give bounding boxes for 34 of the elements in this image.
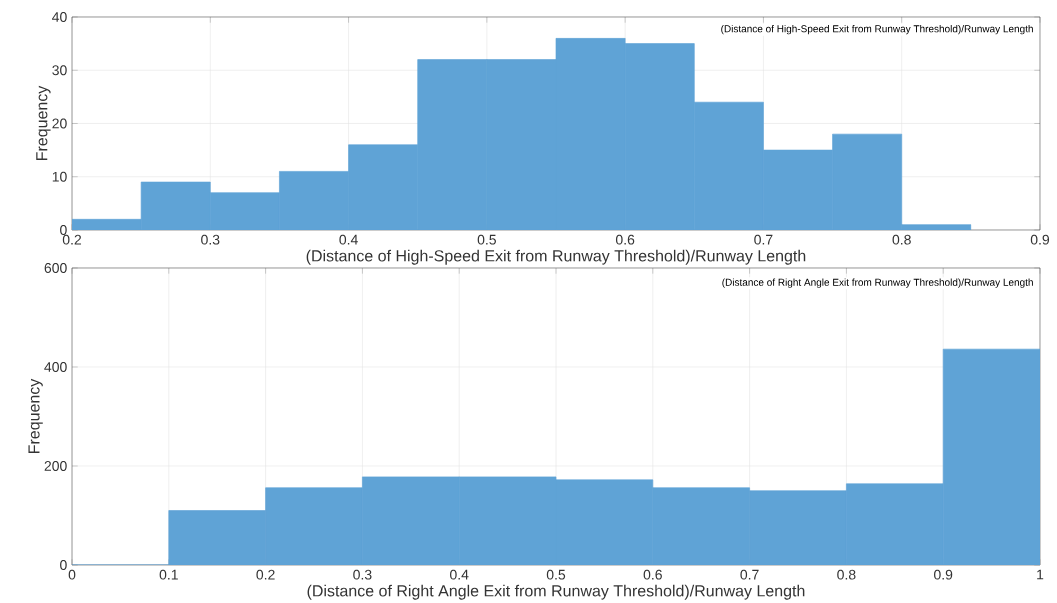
x-tick-label: 0.7 (740, 569, 759, 580)
x-tick-label: 0.7 (754, 234, 773, 245)
x-tick-label: 0.4 (450, 569, 469, 580)
x-tick-label: 0.5 (546, 569, 566, 580)
x-tick-label: 0.5 (477, 234, 496, 245)
x-tick-label: 0.3 (353, 569, 372, 580)
x-tick-label: 0.1 (159, 569, 178, 580)
y-tick-label: 30 (52, 65, 67, 76)
x-tick-label: 0.9 (934, 569, 953, 580)
annotation: (Distance of High-Speed Exit from Runway Threshold)/Runway Length (721, 25, 1033, 35)
y-axis-title: Frequency (36, 85, 51, 160)
x-tick-label: 0.3 (201, 234, 220, 245)
x-tick-label: 0 (68, 569, 76, 580)
x-tick-label: 0.6 (643, 569, 662, 580)
x-tick-label: 0.2 (256, 569, 275, 580)
x-tick-label: 1 (1037, 569, 1044, 580)
y-axis-title: Frequency (28, 378, 43, 453)
y-tick-label: 40 (52, 12, 67, 22)
y-tick-label: 400 (44, 362, 67, 372)
y-tick-label: 600 (44, 263, 67, 273)
y-tick-label: 0 (60, 225, 67, 235)
x-tick-label: 0.8 (892, 234, 911, 245)
x-tick-label: 0.2 (62, 234, 82, 245)
x-axis-title: (Distance of High-Speed Exit from Runway Threshold)/Runway Length (306, 249, 806, 265)
y-tick-label: 0 (60, 560, 67, 570)
x-tick-label: 0.4 (339, 234, 358, 245)
y-tick-label: 200 (44, 461, 67, 471)
annotation: (Distance of Right Angle Exit from Runway Threshold)/Runway Length (722, 278, 1033, 288)
x-tick-label: 0.9 (1030, 234, 1050, 245)
x-axis-title: (Distance of Right Angle Exit from Runway Threshold)/Runway Length (307, 584, 805, 600)
x-tick-label: 0.8 (837, 569, 856, 580)
y-tick-label: 20 (52, 118, 67, 129)
x-tick-label: 0.6 (615, 234, 635, 245)
y-tick-label: 10 (52, 171, 67, 182)
